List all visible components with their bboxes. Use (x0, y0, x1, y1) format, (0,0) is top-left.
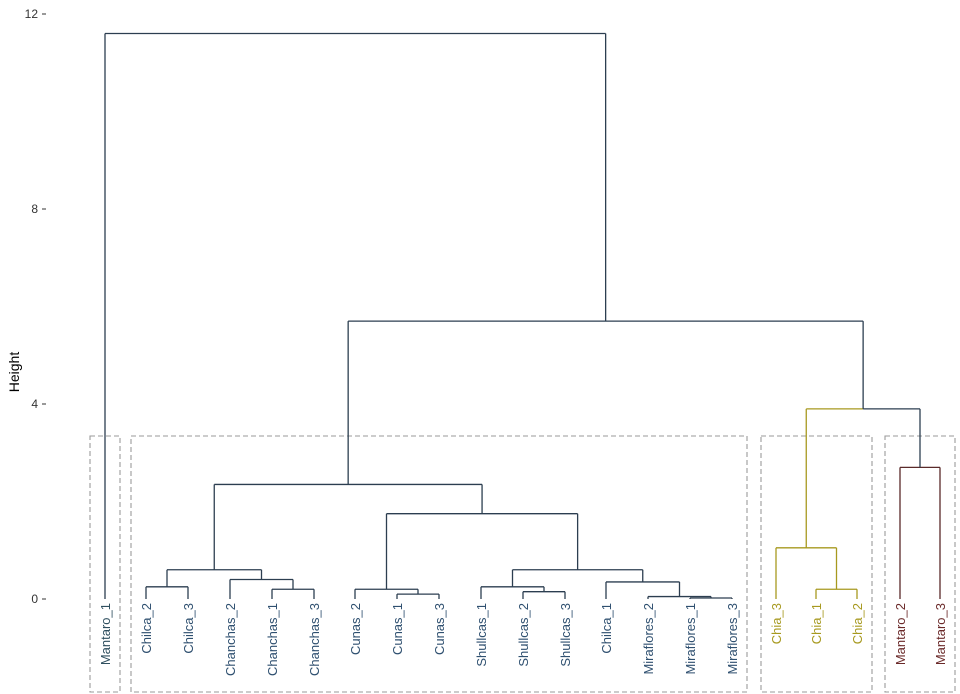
merge-miraflores_1_3 (689, 597, 733, 599)
merge-main_group (213, 483, 483, 570)
leaf-label: Miraflores_3 (725, 603, 740, 675)
cluster-box-3 (760, 435, 873, 693)
leaf-label: Chanchas_2 (223, 603, 238, 676)
leaf-label: Chilca_3 (181, 603, 196, 654)
leaf-label: Chilca_2 (139, 603, 154, 654)
leaf-label: Cunas_3 (432, 603, 447, 655)
leaf-label: Cunas_1 (390, 603, 405, 655)
merge-shullcas (480, 586, 545, 599)
y-tick-label: 8 (31, 202, 38, 216)
leaf-label: Mantaro_1 (98, 603, 113, 665)
leaf-label: Chilca_1 (599, 603, 614, 654)
merge-mantaro_2_3 (899, 466, 941, 599)
merge-chia_mantaro (805, 408, 921, 548)
leaf-label: Shullcas_3 (558, 603, 573, 667)
leaf-label: Chia_1 (809, 603, 824, 644)
merge-chanchas_1_3 (271, 588, 315, 599)
merge-shullcas_miraflores (511, 569, 644, 587)
cluster-box-2 (130, 435, 748, 693)
merge-chia (775, 547, 838, 599)
merge-chilca_chanchas (166, 569, 263, 587)
leaf-label: Cunas_2 (348, 603, 363, 655)
leaf-label: Mantaro_2 (893, 603, 908, 665)
leaf-label: Chia_2 (850, 603, 865, 644)
y-tick-label: 0 (31, 592, 38, 606)
merge-root (104, 32, 607, 599)
merge-chia_1_2 (815, 588, 858, 599)
leaf-label: Chanchas_1 (265, 603, 280, 676)
leaf-label: Chia_3 (769, 603, 784, 644)
merge-shullcas_2_3 (522, 591, 566, 599)
leaf-label: Shullcas_1 (474, 603, 489, 667)
merge-cunas_shullcas_miraflores (385, 513, 579, 590)
y-axis-title: Height (6, 352, 22, 393)
leaf-label: Mantaro_3 (933, 603, 948, 665)
leaf-label: Miraflores_1 (683, 603, 698, 675)
merge-rest (347, 320, 864, 485)
leaf-label: Miraflores_2 (641, 603, 656, 675)
dendrogram-links (104, 32, 941, 599)
leaf-labels: Mantaro_1 Chilca_2 Chilca_3 Chanchas_2 Chanc… (98, 603, 948, 676)
cluster-box-1 (89, 435, 121, 693)
merge-chilca_2_3 (145, 586, 189, 599)
y-tick-label: 4 (31, 397, 38, 411)
y-axis: 0 4 8 12 (25, 7, 46, 606)
y-tick-label: 12 (25, 7, 39, 21)
merge-cunas_1_3 (396, 593, 440, 599)
leaf-label: Chanchas_3 (307, 603, 322, 676)
leaf-label: Shullcas_2 (516, 603, 531, 667)
